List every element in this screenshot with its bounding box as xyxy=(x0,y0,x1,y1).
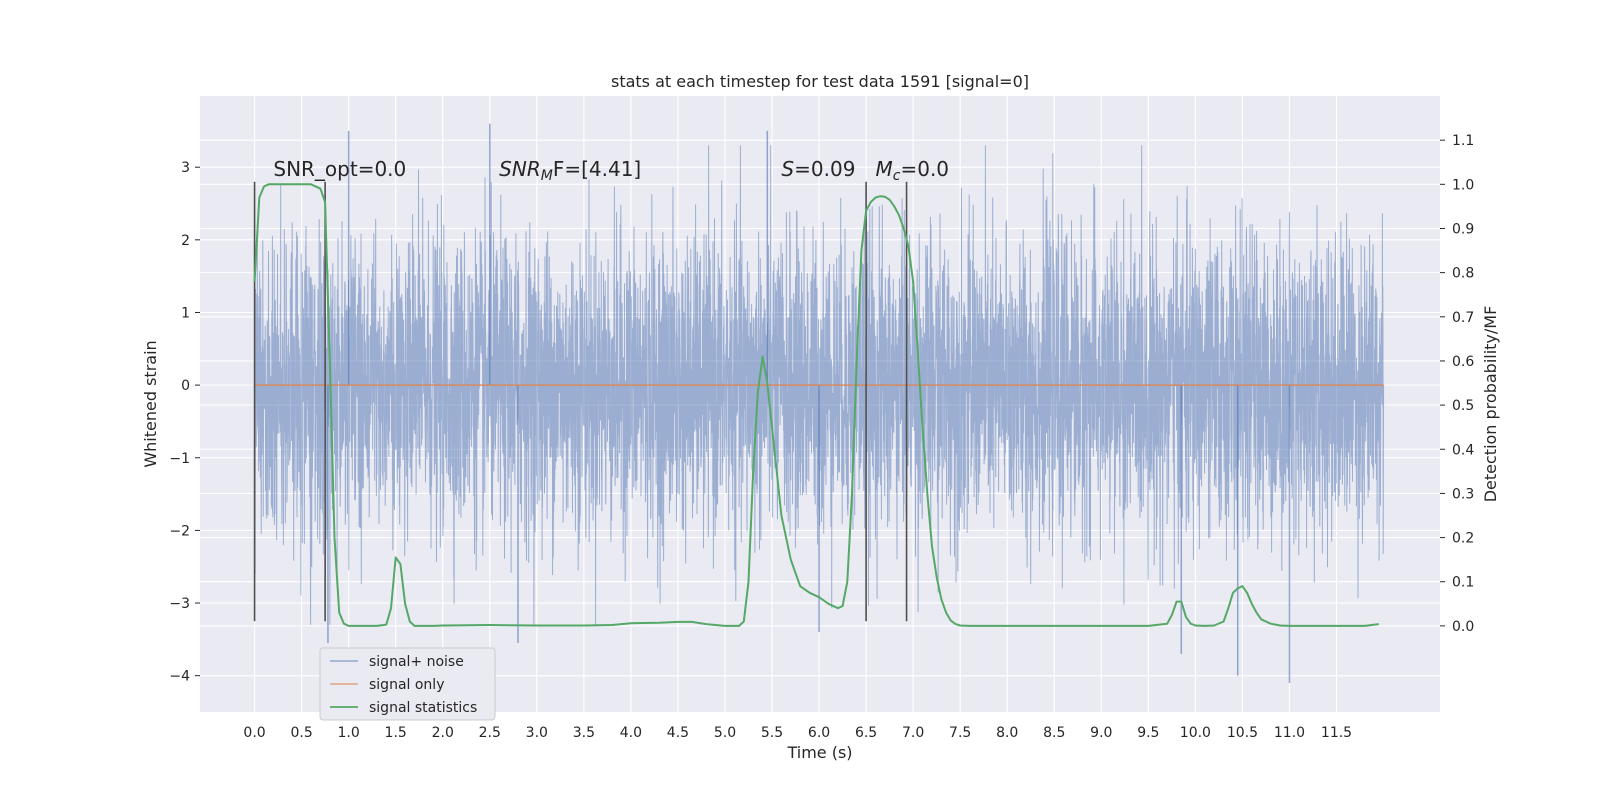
y-tick-label: −2 xyxy=(169,523,190,539)
y2-tick-label: 0.6 xyxy=(1452,354,1474,370)
legend-box xyxy=(319,647,496,721)
x-tick-label: 0.0 xyxy=(243,725,265,741)
x-tick-label: 5.0 xyxy=(714,725,736,741)
x-tick-label: 9.5 xyxy=(1137,725,1159,741)
x-tick-label: 6.5 xyxy=(855,725,877,741)
x-axis-label: Time (s) xyxy=(786,743,852,762)
x-tick-label: 2.0 xyxy=(432,725,454,741)
x-tick-label: 6.0 xyxy=(808,725,830,741)
y2-tick-label: 0.1 xyxy=(1452,575,1474,591)
chart-title: stats at each timestep for test data 159… xyxy=(611,72,1029,91)
y2-axis-ticks: 0.0 0.1 0.2 0.3 0.4 0.5 0.6 0.7 0.8 0.9 1.0 1.1 xyxy=(1440,133,1474,635)
x-tick-label: 3.0 xyxy=(526,725,548,741)
y-tick-label: −1 xyxy=(169,451,190,467)
y-tick-label: 2 xyxy=(181,233,190,249)
x-tick-label: 4.0 xyxy=(620,725,642,741)
y2-tick-label: 1.0 xyxy=(1452,177,1474,193)
legend-label-noise: signal+ noise xyxy=(369,654,464,670)
x-tick-label: 11.0 xyxy=(1274,725,1305,741)
y2-tick-label: 0.4 xyxy=(1452,442,1474,458)
x-tick-label: 9.0 xyxy=(1090,725,1112,741)
y2-axis-label: Detection probability/MF xyxy=(1481,306,1500,503)
x-tick-label: 10.0 xyxy=(1180,725,1211,741)
y-axis-label: Whitened strain xyxy=(141,340,160,467)
annotation-text: SNR_opt=0.0 xyxy=(273,157,406,181)
x-axis-ticks: 0.0 0.5 1.0 1.5 2.0 2.5 3.0 3.5 4.0 4.5 5.0 5.5 6.0 6… xyxy=(243,725,1352,741)
legend-label-signal: signal only xyxy=(369,677,444,693)
y-tick-label: −4 xyxy=(169,669,190,685)
x-tick-label: 7.5 xyxy=(949,725,971,741)
marker-vlines xyxy=(253,181,908,622)
y2-tick-label: 0.8 xyxy=(1452,266,1474,282)
y2-tick-label: 0.9 xyxy=(1452,221,1474,237)
y-axis-ticks: −4 −3 −2 −1 0 1 2 3 xyxy=(169,160,200,685)
y-tick-label: −3 xyxy=(169,596,190,612)
x-tick-label: 7.0 xyxy=(902,725,924,741)
x-tick-label: 1.5 xyxy=(385,725,407,741)
annotation-text: Mc=0.0 xyxy=(876,157,950,184)
signal-noise-series xyxy=(254,123,1385,683)
x-tick-label: 3.5 xyxy=(573,725,595,741)
y2-tick-label: 0.5 xyxy=(1452,398,1474,414)
x-tick-label: 10.5 xyxy=(1227,725,1258,741)
signal-statistics-series xyxy=(253,183,1379,627)
y2-tick-label: 0.7 xyxy=(1452,310,1474,326)
annotation-text: SNRMF=[4.41] xyxy=(499,157,641,184)
y2-tick-label: 0.0 xyxy=(1452,619,1474,635)
annotations: SNR_opt=0.0 SNRMF=[4.41] S=0.09 Mc=0.0 xyxy=(273,157,949,184)
x-tick-label: 2.5 xyxy=(479,725,501,741)
x-tick-label: 1.0 xyxy=(338,725,360,741)
signal-statistics-line xyxy=(253,183,1379,627)
annotation-text: S=0.09 xyxy=(781,157,855,181)
x-tick-label: 5.5 xyxy=(761,725,783,741)
x-tick-label: 8.5 xyxy=(1043,725,1065,741)
y2-tick-label: 0.2 xyxy=(1452,531,1474,547)
y-tick-label: 3 xyxy=(181,160,190,176)
legend-label-stats: signal statistics xyxy=(369,700,477,716)
y2-tick-label: 1.1 xyxy=(1452,133,1474,149)
x-tick-label: 4.5 xyxy=(667,725,689,741)
x-tick-label: 8.0 xyxy=(996,725,1018,741)
legend: signal+ noise signal only signal statist… xyxy=(319,647,496,721)
y-tick-label: 1 xyxy=(181,305,190,321)
y2-tick-label: 0.3 xyxy=(1452,486,1474,502)
x-tick-label: 0.5 xyxy=(290,725,312,741)
y-tick-label: 0 xyxy=(181,378,190,394)
x-tick-label: 11.5 xyxy=(1321,725,1352,741)
